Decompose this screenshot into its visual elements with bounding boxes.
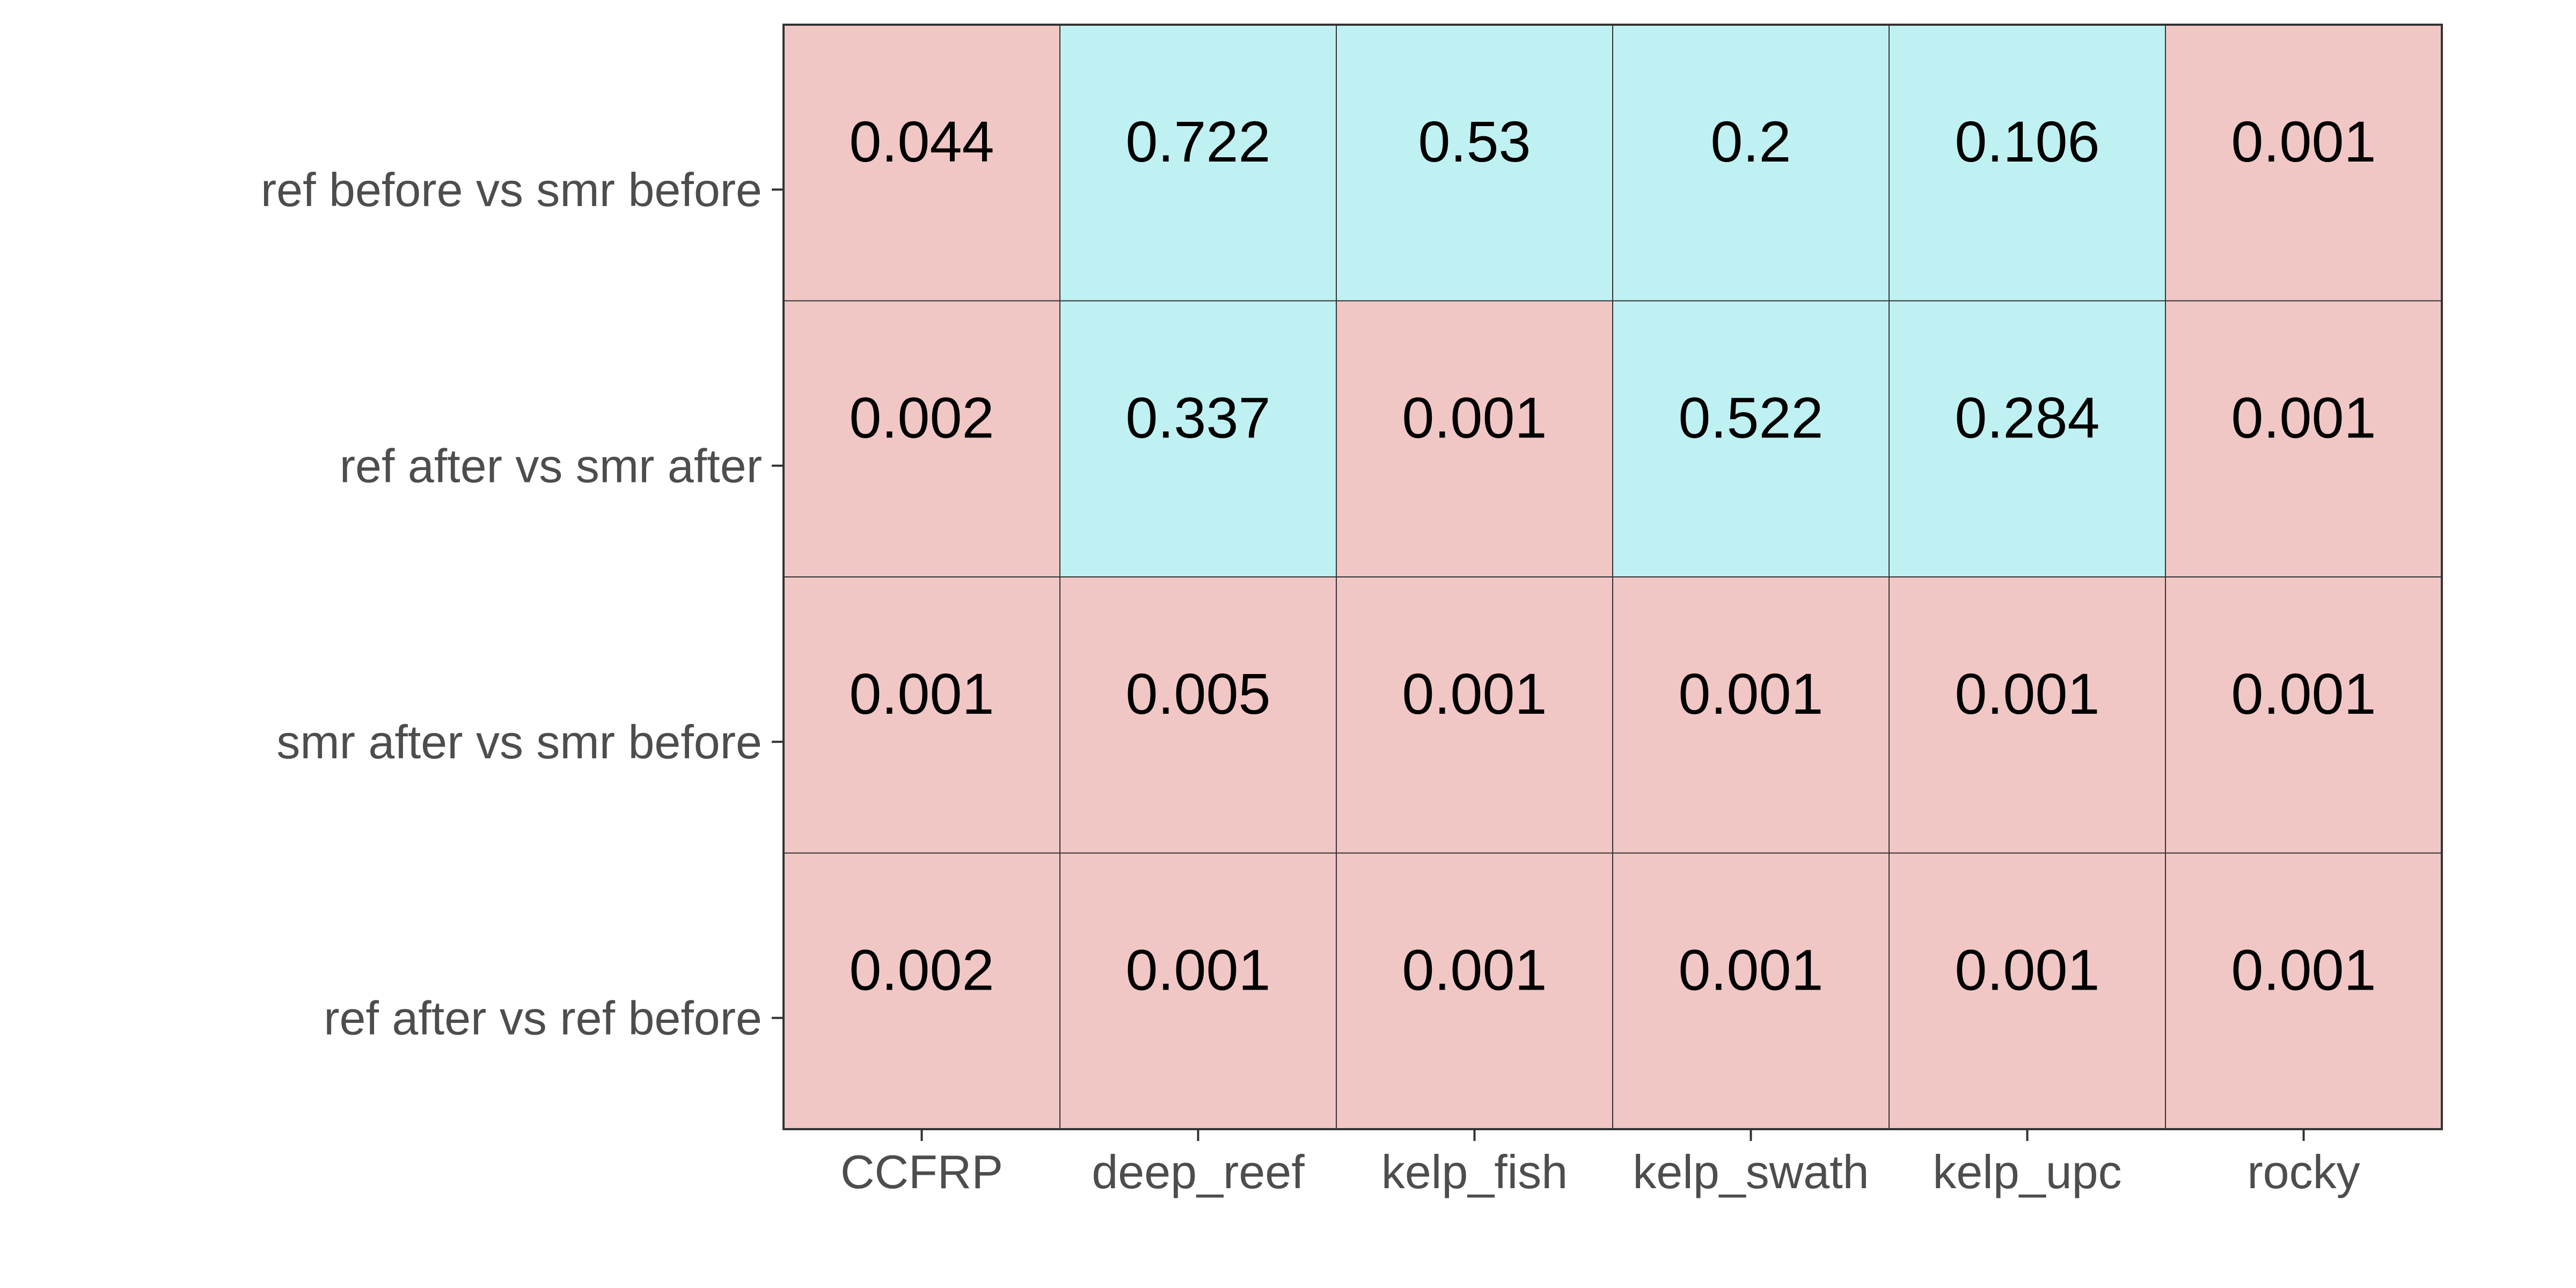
y-tick-label: smr after vs smr before — [276, 715, 762, 769]
heatmap-cell — [1612, 300, 1890, 577]
heatmap-cell — [1889, 576, 2166, 854]
heatmap-cell — [2165, 300, 2442, 577]
x-axis: CCFRP deep_reef kelp_fish kelp_swath kelp_up… — [840, 1129, 2360, 1198]
x-tick-label: kelp_upc — [1933, 1145, 2121, 1198]
y-axis: ref before vs smr before ref after vs smr… — [261, 163, 784, 1044]
cell-value-label: 0.53 — [1418, 109, 1531, 174]
cell-value-label: 0.044 — [849, 109, 994, 174]
cell-value-label: 0.001 — [1125, 937, 1270, 1002]
cell-value-label: 0.522 — [1678, 385, 1823, 450]
x-tick-label: CCFRP — [840, 1145, 1003, 1198]
heatmap-cell — [1889, 24, 2166, 302]
heatmap-cell — [783, 24, 1060, 302]
cell-value-label: 0.001 — [1402, 661, 1547, 726]
heatmap-cell — [1612, 576, 1890, 854]
cell-value-label: 0.2 — [1710, 109, 1791, 174]
cell-value-label: 0.005 — [1125, 661, 1270, 726]
cell-value-label: 0.001 — [2231, 109, 2376, 174]
heatmap-cell — [2165, 24, 2442, 302]
cell-value-label: 0.001 — [2231, 661, 2376, 726]
x-tick-label: rocky — [2247, 1145, 2360, 1198]
heatmap-cell — [2165, 576, 2442, 854]
heatmap-cell — [783, 300, 1060, 577]
y-tick-label: ref after vs smr after — [340, 439, 762, 492]
cell-value-labels: 0.044 0.722 0.53 0.2 0.106 0.001 0.002 0.337 0.0… — [849, 109, 2376, 1002]
panel-border — [782, 24, 2443, 1130]
heatmap-cell — [783, 576, 1060, 854]
cell-value-label: 0.001 — [1678, 937, 1823, 1002]
cell-value-label: 0.001 — [1402, 937, 1547, 1002]
heatmap-cell — [783, 852, 1060, 1130]
x-tick-label: kelp_fish — [1381, 1145, 1568, 1198]
cell-value-label: 0.284 — [1955, 385, 2099, 450]
cell-value-label: 0.002 — [849, 937, 994, 1002]
heatmap-cell — [1059, 852, 1337, 1130]
y-tick-label: ref after vs ref before — [324, 991, 762, 1044]
heatmap-cell — [1612, 852, 1890, 1130]
x-tick-label: deep_reef — [1092, 1145, 1305, 1198]
y-tick-label: ref before vs smr before — [261, 163, 762, 216]
x-tick-label: kelp_swath — [1633, 1145, 1869, 1198]
cell-value-label: 0.001 — [1678, 661, 1823, 726]
heatmap-cell — [1059, 576, 1337, 854]
cell-value-label: 0.001 — [2231, 385, 2376, 450]
cell-value-label: 0.722 — [1125, 109, 1270, 174]
cell-value-label: 0.106 — [1955, 109, 2099, 174]
cell-value-label: 0.001 — [1955, 661, 2099, 726]
cell-value-label: 0.337 — [1125, 385, 1270, 450]
heatmap-cell — [1059, 300, 1337, 577]
heatmap-cell — [1612, 24, 1890, 302]
heatmap-cells — [783, 24, 2442, 1130]
cell-value-label: 0.001 — [1402, 385, 1547, 450]
heatmap-cell — [1889, 852, 2166, 1130]
cell-value-label: 0.001 — [2231, 937, 2376, 1002]
cell-value-label: 0.001 — [849, 661, 994, 726]
heatmap-cell — [1336, 852, 1613, 1130]
cell-value-label: 0.001 — [1955, 937, 2099, 1002]
heatmap-cell — [1059, 24, 1337, 302]
heatmap-cell — [1336, 576, 1613, 854]
cell-value-label: 0.002 — [849, 385, 994, 450]
